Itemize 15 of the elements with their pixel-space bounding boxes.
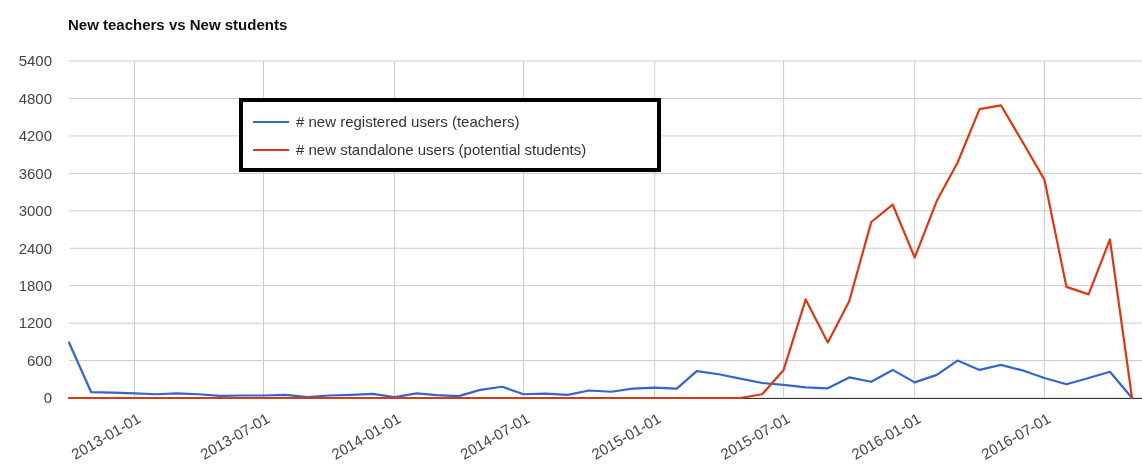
y-tick-label: 5400 bbox=[18, 52, 52, 70]
y-tick-label: 2400 bbox=[18, 239, 52, 257]
line-series bbox=[67, 341, 1134, 400]
y-tick-label: 0 bbox=[43, 389, 52, 407]
y-tick-label: 600 bbox=[26, 351, 52, 369]
y-tick-label: 4800 bbox=[18, 89, 52, 107]
y-tick-label: 3000 bbox=[18, 202, 52, 220]
legend-label: # new standalone users (potential students) bbox=[296, 141, 587, 158]
y-tick-label: 1800 bbox=[18, 276, 52, 294]
line-series bbox=[67, 104, 1134, 400]
legend-label: # new registered users (teachers) bbox=[296, 113, 520, 130]
y-tick-label: 4200 bbox=[18, 127, 52, 145]
y-tick-label: 1200 bbox=[18, 314, 52, 332]
y-tick-label: 3600 bbox=[18, 164, 52, 182]
chart-title: New teachers vs New students bbox=[68, 16, 288, 33]
